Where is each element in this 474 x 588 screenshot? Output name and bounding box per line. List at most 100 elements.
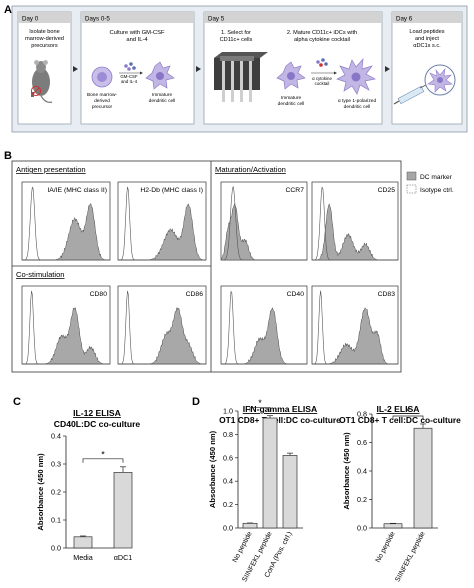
step-day6-box	[391, 11, 463, 125]
chart-c-subtitle: CD40L:DC co-culture	[54, 419, 141, 429]
chart-c-y-axis-label: Absorbance (450 nm)	[36, 453, 45, 531]
panel-b: B Antigen presentation Co-stimulation Ma…	[4, 150, 454, 373]
arrow-step1-step2	[73, 66, 78, 72]
chart-d2-y-tick-label: 0.4	[357, 467, 367, 476]
chart-d1-y-tick-label: 0.2	[223, 500, 233, 509]
magnetic-column-icon	[214, 52, 268, 102]
chart-d1-y-axis-label: Absorbance (450 nm)	[208, 430, 217, 508]
histogram-cd40-label: CD40	[287, 291, 305, 298]
step-day0-title: Day 0	[22, 16, 39, 23]
histogram-ccr7-label: CCR7	[285, 187, 304, 194]
histogram-iaie-dc-curve	[22, 203, 110, 261]
step-day0-text-1: Isolate bone	[29, 29, 59, 35]
chart-d1-y-tick-label: 0.6	[223, 453, 233, 462]
histogram-h2db-dc-curve	[118, 203, 206, 261]
panel-d-letter: D	[192, 396, 200, 408]
chart-d1: 0.0 0.2 0.4 0.6 0.8 1.0 Absorbance (450 nm) No …	[208, 398, 303, 583]
chart-c-title: IL-12 ELISA	[73, 408, 121, 418]
bone-marrow-marker-icon	[30, 85, 42, 97]
immature-dc-icon	[145, 61, 175, 90]
histogram-cd83: CD83	[311, 285, 399, 365]
panel-a: A Day 0 Isolate bone marrow-derived prec…	[4, 4, 468, 133]
chart-d2-bar	[383, 523, 403, 529]
histogram-cd40: CD40	[220, 285, 308, 365]
immature-dc-label-2: dendritic cell	[149, 98, 176, 104]
chart-d2-subtitle: OT1 CD8+ T cell:DC co-culture	[339, 415, 461, 425]
chart-d2-y-tick-label: 0.2	[357, 495, 367, 504]
cocktail-label-2: cocktail	[315, 81, 330, 86]
chart-d1-bar	[262, 417, 278, 529]
chart-c-category-label: Media	[73, 553, 93, 562]
histogram-cd25-isotype-curve	[312, 186, 398, 261]
step-day0-header	[18, 12, 71, 23]
chart-d1-y-tick-label: 1.0	[223, 407, 233, 416]
step-day6: Day 6 Load peptides and inject αDC1s s.c…	[391, 11, 463, 125]
chart-d2-significance-bracket	[392, 415, 424, 420]
group-antigen-label: Antigen presentation	[16, 165, 86, 174]
chart-d1-title: IFN-gamma ELISA	[243, 404, 318, 414]
chart-c-bar	[73, 536, 93, 549]
step-day5-sub1-2: CD11c+ cells	[220, 37, 253, 43]
histogram-ccr7-isotype-curve	[221, 185, 307, 261]
legend-iso-label: Isotype ctrl.	[420, 187, 454, 194]
histogram-cd80-dc-curve	[22, 307, 110, 365]
histogram-cd80-isotype-curve	[22, 290, 110, 365]
chart-c-significance-mark: *	[101, 449, 105, 459]
step-days0-5-text-2: and IL-4	[126, 37, 148, 43]
bm-precursor-label-3: precursor	[92, 104, 113, 110]
immature-dc-icon-2	[276, 61, 306, 90]
histogram-iaie-label: IA/IE (MHC class II)	[47, 187, 107, 194]
arrow-cocktail-head	[334, 71, 337, 75]
arrow-step2-step3	[196, 66, 201, 72]
chart-c-y-tick-label: 0.3	[51, 460, 61, 469]
panel-b-frame	[11, 160, 402, 373]
step-day5-sub2-1: 2. Mature CD11c+ iDCs with	[287, 30, 357, 36]
chart-d2-y-axis-label: Absorbance (450 nm)	[342, 432, 351, 510]
chart-c-y-tick-label: 0.4	[51, 432, 61, 441]
histogram-cd25-label: CD25	[378, 187, 396, 194]
immature-dc-label-1: Immature	[152, 92, 173, 98]
step-day0-text-2: marrow-derived	[25, 36, 64, 42]
immature-dc-label-4: dendritic cell	[278, 101, 305, 107]
histogram-cd86: CD86	[117, 285, 207, 365]
histogram-ccr7: CCR7	[220, 181, 308, 261]
histogram-h2db-isotype-curve	[118, 186, 206, 261]
step-day0: Day 0 Isolate bone marrow-derived precur…	[17, 11, 72, 125]
step-days0-5: Days 0-5 Culture with GM-CSF and IL-4 GM…	[80, 11, 195, 125]
histogram-h2db-label: H2-Db (MHC class I)	[140, 187, 203, 194]
chart-d2-category-label: SIINFEKL peptide	[394, 531, 426, 584]
step-day6-text-3: αDC1s s.c.	[413, 43, 441, 49]
histogram-cd80-label: CD80	[90, 291, 108, 298]
gm-csf-label-1: GM-CSF	[120, 74, 138, 79]
step-day5-sub2-2: alpha cytokine cocktail	[294, 37, 350, 43]
chart-d2-category-label: No peptide	[375, 531, 397, 564]
bm-precursor-label-2: derived	[94, 98, 110, 104]
chart-d1-category-label: No peptide	[232, 531, 254, 564]
panel-c: C IL-12 ELISA CD40L:DC co-culture 0.0 0.1…	[13, 396, 140, 562]
histogram-cd86-dc-curve	[118, 307, 206, 365]
precursor-cell-icon	[91, 66, 113, 88]
histogram-cd86-label: CD86	[186, 291, 204, 298]
group-costim-label: Co-stimulation	[16, 270, 65, 279]
cytokine-dots-icon	[124, 62, 136, 71]
chart-d1-significance-bracket	[249, 407, 271, 412]
histogram-iaie: IA/IE (MHC class II)	[21, 181, 111, 261]
loaded-adc1-icon	[427, 67, 453, 93]
adc1-label-2: dendritic cell	[344, 104, 371, 110]
step-day5-title: Day 5	[208, 16, 225, 23]
chart-d1-bar	[282, 455, 298, 529]
histogram-cd83-isotype-curve	[312, 290, 398, 365]
chart-d2-y-tick-label: 0.8	[357, 410, 367, 419]
step-day6-text-1: Load peptides	[409, 29, 444, 35]
chart-d2-y-tick-label: 0.6	[357, 438, 367, 447]
chart-d2-bar	[413, 427, 433, 529]
arrow-gm-csf-head	[140, 71, 143, 75]
chart-c-category-label: αDC1	[114, 553, 133, 562]
step-days0-5-header	[81, 12, 194, 23]
chart-d1-bar	[242, 522, 258, 529]
histogram-cd83-label: CD83	[378, 291, 396, 298]
step-days0-5-title: Days 0-5	[85, 16, 110, 23]
cocktail-label-1: α cytokine	[312, 76, 332, 81]
immature-dc-label-3: Immature	[281, 95, 302, 101]
step-days0-5-text-1: Culture with GM-CSF	[109, 30, 165, 36]
